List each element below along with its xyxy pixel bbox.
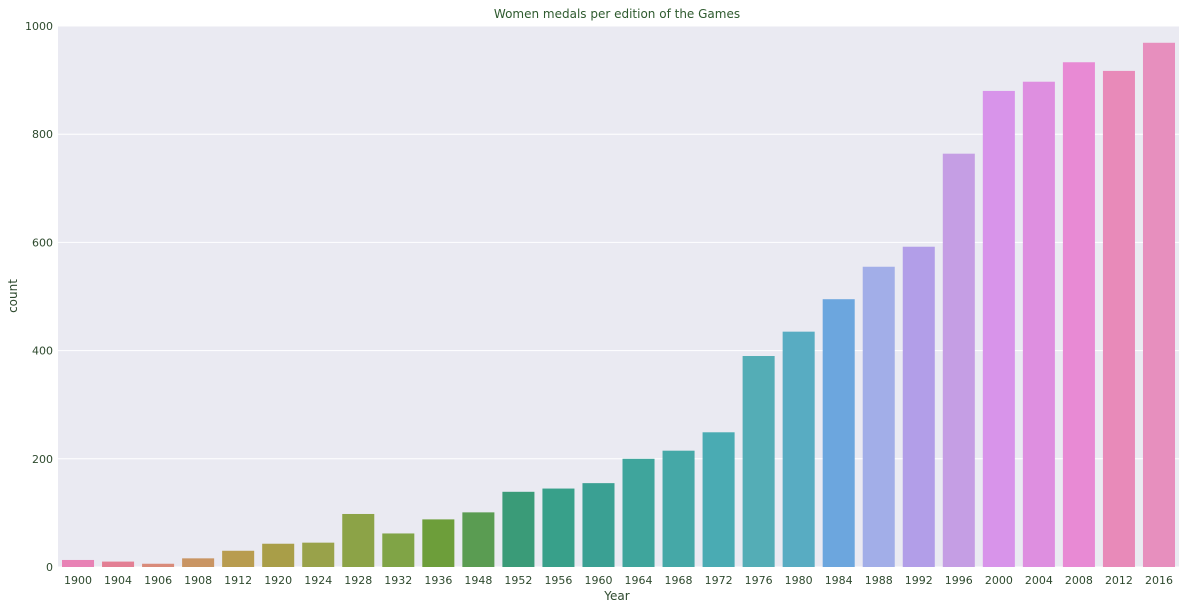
bar [862,266,895,567]
x-tick-label: 2008 [1065,574,1093,587]
bar [982,90,1015,568]
x-tick-label: 2016 [1145,574,1173,587]
bar [1102,70,1135,567]
bar [902,246,935,567]
x-tick-label: 1968 [665,574,693,587]
x-tick-label: 2000 [985,574,1013,587]
y-tick-label: 1000 [25,20,53,33]
bar [342,513,375,567]
bars [62,42,1175,568]
x-tick-label: 1948 [464,574,492,587]
bar [62,559,95,567]
bar [462,512,495,567]
x-tick-label: 1936 [424,574,452,587]
x-tick-label: 1992 [905,574,933,587]
x-tick-label: 1912 [224,574,252,587]
bar [1022,81,1055,568]
x-tick-label: 1960 [584,574,612,587]
x-tick-label: 1980 [785,574,813,587]
x-tick-label: 1920 [264,574,292,587]
x-tick-labels: 1900 1904 1906 1908 1912 1920 1924 1928 1932 1936… [64,574,1173,587]
bar [782,331,815,567]
bar [262,543,295,567]
y-tick-label: 400 [32,345,53,358]
bar [582,483,615,567]
y-tick-label: 800 [32,128,53,141]
bar [1142,42,1175,568]
x-tick-label: 1984 [825,574,853,587]
x-tick-label: 1932 [384,574,412,587]
bar [142,563,175,567]
x-tick-label: 2004 [1025,574,1053,587]
y-axis-title: count [6,279,20,313]
bar [622,458,655,567]
x-tick-label: 1956 [544,574,572,587]
bar [182,558,215,567]
bar [702,432,735,567]
bar [742,356,775,567]
y-tick-label: 0 [46,561,53,574]
x-tick-label: 1988 [865,574,893,587]
bar [662,450,695,567]
x-tick-label: 1972 [705,574,733,587]
bar [302,542,335,567]
bar [942,153,975,567]
bar [502,491,535,567]
chart-title: Women medals per edition of the Games [494,7,740,21]
x-tick-label: 1900 [64,574,92,587]
x-tick-label: 1904 [104,574,132,587]
bar [542,488,575,567]
y-tick-label: 600 [32,236,53,249]
bar [422,519,455,567]
x-tick-label: 2012 [1105,574,1133,587]
bar [222,550,255,567]
x-tick-label: 1952 [504,574,532,587]
bar [382,533,415,567]
x-tick-label: 1908 [184,574,212,587]
y-tick-label: 200 [32,453,53,466]
x-tick-label: 1996 [945,574,973,587]
bar [1062,62,1095,567]
x-tick-label: 1906 [144,574,172,587]
x-axis-title: Year [603,589,629,603]
x-tick-label: 1928 [344,574,372,587]
bar [102,561,135,567]
bar [822,299,855,567]
y-tick-labels: 0 200 400 600 800 1000 [25,20,53,574]
x-tick-label: 1964 [625,574,653,587]
x-tick-label: 1976 [745,574,773,587]
x-tick-label: 1924 [304,574,332,587]
